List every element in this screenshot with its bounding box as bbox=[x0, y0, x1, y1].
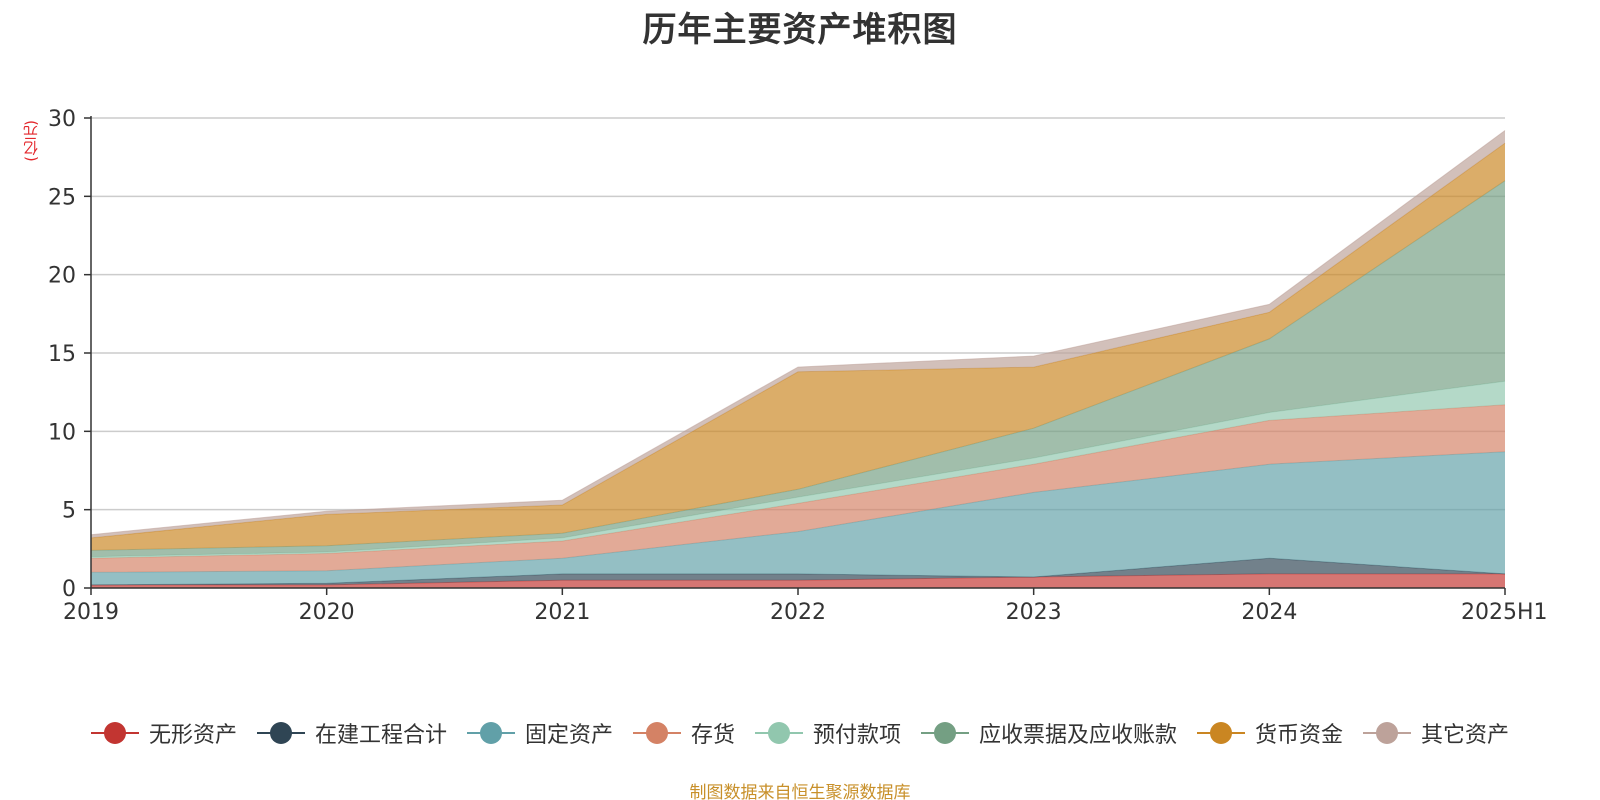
legend-label: 在建工程合计 bbox=[314, 723, 447, 748]
x-tick-label: 2025H1 bbox=[1461, 600, 1548, 625]
area-series-3 bbox=[91, 451, 1505, 585]
legend-label: 其它资产 bbox=[1421, 723, 1510, 748]
y-tick-label: 10 bbox=[48, 420, 76, 445]
x-tick-label: 2021 bbox=[534, 600, 590, 625]
legend-marker-icon bbox=[632, 721, 681, 745]
x-tick-label: 2019 bbox=[63, 600, 119, 625]
legend-marker-icon bbox=[755, 721, 803, 745]
x-tick-label: 2024 bbox=[1241, 600, 1297, 625]
area-series-7 bbox=[91, 143, 1505, 551]
stacked-areas bbox=[90, 130, 1506, 588]
chart-title: 历年主要资产堆积图 bbox=[642, 10, 958, 50]
legend-label: 货币资金 bbox=[1255, 723, 1344, 748]
area-series-2 bbox=[91, 558, 1505, 585]
legend-label: 固定资产 bbox=[524, 723, 613, 748]
area-series-line-8 bbox=[90, 130, 1506, 536]
legend-marker-icon bbox=[921, 721, 970, 745]
legend: 无形资产 在建工程合计 固定资产 存货 预付款项 应收票据及应收账款 货币资金 其它资产 bbox=[0, 717, 1600, 749]
legend-marker-icon bbox=[90, 721, 139, 745]
legend-item[interactable]: 存货 bbox=[632, 717, 735, 749]
y-tick-label: 20 bbox=[48, 264, 76, 289]
legend-item[interactable]: 在建工程合计 bbox=[256, 717, 447, 749]
legend-marker-icon bbox=[1197, 721, 1246, 745]
legend-item[interactable]: 应收票据及应收账款 bbox=[921, 717, 1177, 749]
y-tick-label: 25 bbox=[48, 185, 76, 210]
legend-marker-icon bbox=[256, 721, 305, 745]
legend-label: 应收票据及应收账款 bbox=[979, 723, 1178, 748]
legend-item[interactable]: 无形资产 bbox=[90, 717, 237, 749]
legend-marker-icon bbox=[1363, 721, 1412, 745]
legend-marker-icon bbox=[466, 721, 515, 745]
area-series-6 bbox=[91, 180, 1505, 557]
y-tick-label: 30 bbox=[48, 107, 76, 132]
legend-label: 预付款项 bbox=[813, 723, 902, 748]
x-tick-label: 2020 bbox=[299, 600, 355, 625]
legend-label: 存货 bbox=[690, 723, 735, 748]
legend-item[interactable]: 固定资产 bbox=[466, 717, 613, 749]
area-chart: 0 5 10 15 20 25 30 2019 2020 2021 2022 2023 2024 2025… bbox=[48, 107, 1548, 625]
y-tick-label: 5 bbox=[62, 499, 76, 524]
x-tick-label: 2023 bbox=[1006, 600, 1062, 625]
legend-label: 无形资产 bbox=[148, 723, 237, 748]
area-series-4 bbox=[91, 404, 1505, 573]
x-tick-label: 2022 bbox=[770, 600, 826, 625]
area-series-1 bbox=[91, 573, 1505, 588]
y-tick-label: 15 bbox=[48, 342, 76, 367]
source-note: 制图数据来自恒生聚源数据库 bbox=[689, 783, 911, 800]
legend-item[interactable]: 预付款项 bbox=[755, 717, 901, 749]
legend-item[interactable]: 其它资产 bbox=[1363, 717, 1509, 749]
legend-item[interactable]: 货币资金 bbox=[1197, 717, 1343, 749]
y-tick-label: 0 bbox=[62, 577, 76, 602]
axes: 0 5 10 15 20 25 30 2019 2020 2021 2022 2023 2024 2025… bbox=[48, 107, 1548, 625]
